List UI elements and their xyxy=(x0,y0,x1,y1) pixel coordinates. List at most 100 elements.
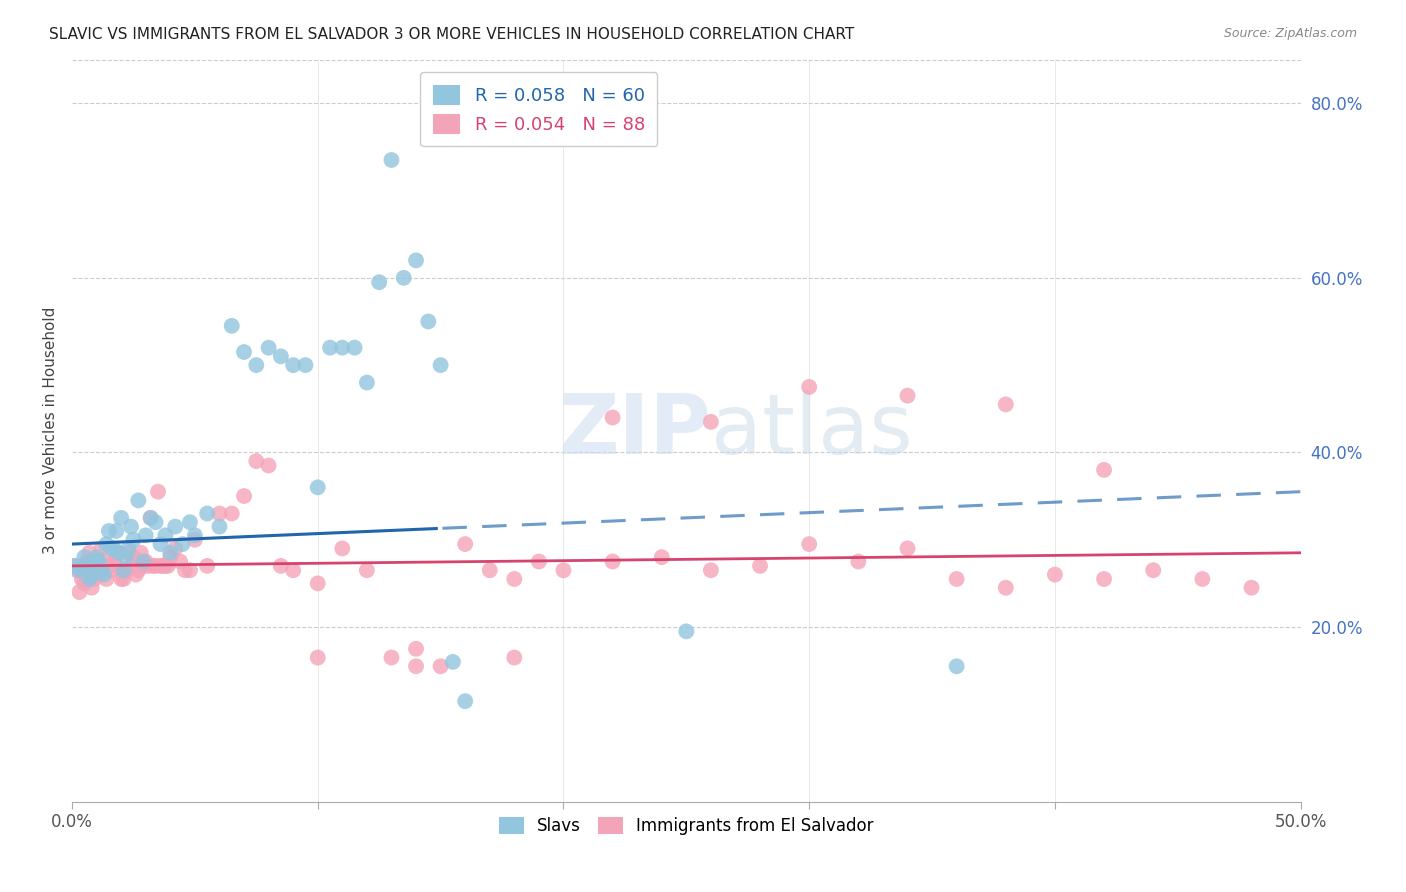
Point xyxy=(307,650,329,665)
Point xyxy=(66,563,89,577)
Point xyxy=(86,563,108,577)
Point xyxy=(155,528,177,542)
Point xyxy=(83,572,105,586)
Point xyxy=(145,558,167,573)
Point xyxy=(429,358,451,372)
Point xyxy=(602,410,624,425)
Point xyxy=(405,659,427,673)
Point xyxy=(994,397,1017,411)
Point xyxy=(132,558,155,573)
Point xyxy=(283,563,305,577)
Point xyxy=(651,550,673,565)
Point xyxy=(233,345,256,359)
Point xyxy=(405,641,427,656)
Point xyxy=(73,576,96,591)
Point xyxy=(97,524,120,538)
Point xyxy=(149,537,172,551)
Point xyxy=(478,563,501,577)
Point xyxy=(146,484,169,499)
Point xyxy=(97,550,120,565)
Point xyxy=(896,541,918,556)
Point xyxy=(503,572,526,586)
Point xyxy=(330,541,353,556)
Point xyxy=(330,341,353,355)
Point xyxy=(380,153,402,167)
Point xyxy=(418,314,440,328)
Point xyxy=(80,567,103,582)
Text: atlas: atlas xyxy=(711,390,912,471)
Point xyxy=(87,567,110,582)
Point xyxy=(169,555,191,569)
Point xyxy=(405,253,427,268)
Text: ZIP: ZIP xyxy=(558,390,711,471)
Point xyxy=(87,555,110,569)
Point xyxy=(319,341,342,355)
Point xyxy=(221,507,243,521)
Point xyxy=(208,507,231,521)
Point xyxy=(63,558,86,573)
Point xyxy=(120,558,142,573)
Point xyxy=(208,519,231,533)
Point xyxy=(994,581,1017,595)
Point xyxy=(120,519,142,533)
Point xyxy=(139,511,162,525)
Point xyxy=(67,585,90,599)
Point xyxy=(145,515,167,529)
Point xyxy=(70,558,93,573)
Point xyxy=(799,380,821,394)
Point xyxy=(307,480,329,494)
Point xyxy=(115,550,138,565)
Point xyxy=(233,489,256,503)
Point xyxy=(122,533,145,547)
Point xyxy=(392,270,415,285)
Point xyxy=(343,341,366,355)
Point xyxy=(368,275,391,289)
Point xyxy=(122,550,145,565)
Point xyxy=(195,558,218,573)
Point xyxy=(257,458,280,473)
Point xyxy=(90,541,112,556)
Point xyxy=(257,341,280,355)
Point xyxy=(454,694,477,708)
Point xyxy=(945,659,967,673)
Point xyxy=(125,567,148,582)
Point xyxy=(103,555,125,569)
Point xyxy=(73,550,96,565)
Point xyxy=(112,563,135,577)
Point xyxy=(174,563,197,577)
Point xyxy=(294,358,316,372)
Point xyxy=(184,533,207,547)
Point xyxy=(105,524,128,538)
Point xyxy=(270,558,292,573)
Point xyxy=(165,519,187,533)
Point xyxy=(76,555,98,569)
Point xyxy=(86,550,108,565)
Point xyxy=(110,511,132,525)
Point xyxy=(103,541,125,556)
Point xyxy=(152,558,174,573)
Point xyxy=(356,376,378,390)
Point xyxy=(115,563,138,577)
Point xyxy=(132,555,155,569)
Point xyxy=(700,563,723,577)
Point xyxy=(100,563,122,577)
Point xyxy=(77,572,100,586)
Point xyxy=(107,546,129,560)
Point xyxy=(70,572,93,586)
Point xyxy=(1092,572,1115,586)
Point xyxy=(135,528,157,542)
Y-axis label: 3 or more Vehicles in Household: 3 or more Vehicles in Household xyxy=(44,307,58,554)
Point xyxy=(135,555,157,569)
Point xyxy=(172,537,194,551)
Point xyxy=(700,415,723,429)
Point xyxy=(142,558,165,573)
Point xyxy=(156,558,179,573)
Point xyxy=(136,558,159,573)
Point xyxy=(127,563,149,577)
Text: Source: ZipAtlas.com: Source: ZipAtlas.com xyxy=(1223,27,1357,40)
Point xyxy=(429,659,451,673)
Point xyxy=(127,493,149,508)
Point xyxy=(184,528,207,542)
Point xyxy=(195,507,218,521)
Point xyxy=(799,537,821,551)
